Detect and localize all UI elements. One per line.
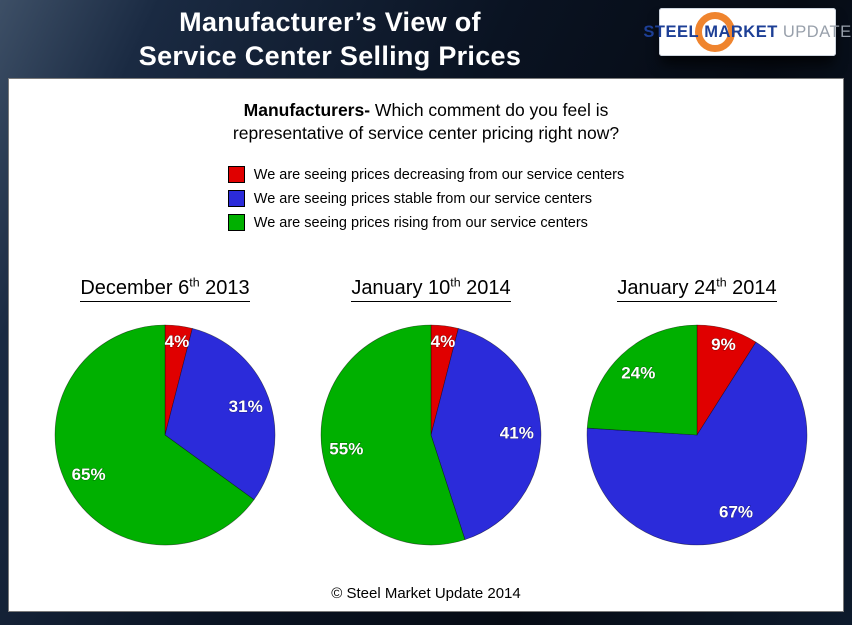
pie-title-text: January 24th 2014 bbox=[617, 275, 777, 302]
pie-data-label-stable: 31% bbox=[229, 397, 263, 416]
survey-question-line1: Manufacturers- Which comment do you feel… bbox=[9, 99, 843, 122]
slide-title: Manufacturer’s View of Service Center Se… bbox=[0, 5, 660, 73]
logo-text: STEEL MARKET UPDATE bbox=[643, 23, 851, 42]
pie-slice-stable bbox=[430, 327, 542, 540]
pie-block-january-24-2014: January 24th 2014 9% 67% 24% bbox=[581, 270, 813, 548]
legend-swatch-green bbox=[227, 214, 245, 231]
logo-orange-ring-icon bbox=[695, 12, 735, 52]
pie-slice-rising bbox=[54, 324, 255, 545]
pie-title-december-6-2013: December 6th 2013 bbox=[49, 270, 281, 302]
pie-slice-rising bbox=[586, 324, 698, 435]
pie-title-january-10-2014: January 10th 2014 bbox=[315, 270, 547, 302]
slide-title-line1: Manufacturer’s View of bbox=[179, 7, 481, 37]
pie-charts-row: December 6th 2013 4% 31% 65% January 10th … bbox=[9, 238, 843, 548]
survey-question-bold: Manufacturers- bbox=[243, 100, 371, 120]
pie-data-label-rising: 24% bbox=[621, 363, 655, 382]
survey-question-line2: representative of service center pricing… bbox=[232, 123, 620, 143]
legend-item-decreasing: We are seeing prices decreasing from our… bbox=[227, 166, 625, 183]
chart-legend: We are seeing prices decreasing from our… bbox=[227, 166, 625, 231]
pie-data-label-stable: 41% bbox=[500, 423, 534, 442]
pie-chart-january-24-2014: 9% 67% 24% bbox=[586, 324, 808, 545]
pie-slice-stable bbox=[164, 327, 276, 500]
logo-word-update: UPDATE bbox=[782, 22, 852, 41]
pie-chart-january-10-2014: 4% 41% 55% bbox=[320, 324, 542, 545]
legend-label: We are seeing prices rising from our ser… bbox=[253, 214, 588, 231]
pie-title-january-24-2014: January 24th 2014 bbox=[581, 270, 813, 302]
pie-title-text: December 6th 2013 bbox=[80, 275, 250, 302]
survey-question-rest: Which comment do you feel is bbox=[370, 100, 609, 120]
pie-slice-stable bbox=[586, 341, 808, 545]
pie-data-label-rising: 65% bbox=[72, 465, 106, 484]
logo-word-steel: STEEL bbox=[643, 22, 700, 41]
steel-market-update-logo: STEEL MARKET UPDATE bbox=[643, 8, 851, 56]
survey-question: Manufacturers- Which comment do you feel… bbox=[9, 99, 843, 145]
legend-swatch-blue bbox=[227, 190, 245, 207]
logo-word-market: MARKET bbox=[704, 22, 778, 41]
legend-label: We are seeing prices decreasing from our… bbox=[253, 166, 625, 183]
pie-chart-december-6-2013: 4% 31% 65% bbox=[54, 324, 276, 545]
copyright-text: © Steel Market Update 2014 bbox=[331, 585, 521, 602]
pie-data-label-stable: 67% bbox=[719, 502, 753, 521]
slide-title-line2: Service Center Selling Prices bbox=[138, 41, 522, 71]
legend-label: We are seeing prices stable from our ser… bbox=[253, 190, 592, 207]
pie-data-label-decreasing: 4% bbox=[165, 332, 190, 351]
content-panel: Manufacturers- Which comment do you feel… bbox=[8, 78, 844, 612]
pie-data-label-decreasing: 4% bbox=[431, 332, 456, 351]
legend-item-rising: We are seeing prices rising from our ser… bbox=[227, 214, 624, 231]
pie-title-text: January 10th 2014 bbox=[351, 275, 511, 302]
legend-swatch-red bbox=[227, 166, 245, 183]
slide-header: Manufacturer’s View of Service Center Se… bbox=[0, 0, 852, 78]
pie-block-january-10-2014: January 10th 2014 4% 41% 55% bbox=[315, 270, 547, 548]
pie-data-label-rising: 55% bbox=[329, 439, 363, 458]
legend-item-stable: We are seeing prices stable from our ser… bbox=[227, 190, 624, 207]
pie-data-label-decreasing: 9% bbox=[711, 335, 736, 354]
pie-slice-rising bbox=[320, 324, 466, 545]
pie-block-december-6-2013: December 6th 2013 4% 31% 65% bbox=[49, 270, 281, 548]
